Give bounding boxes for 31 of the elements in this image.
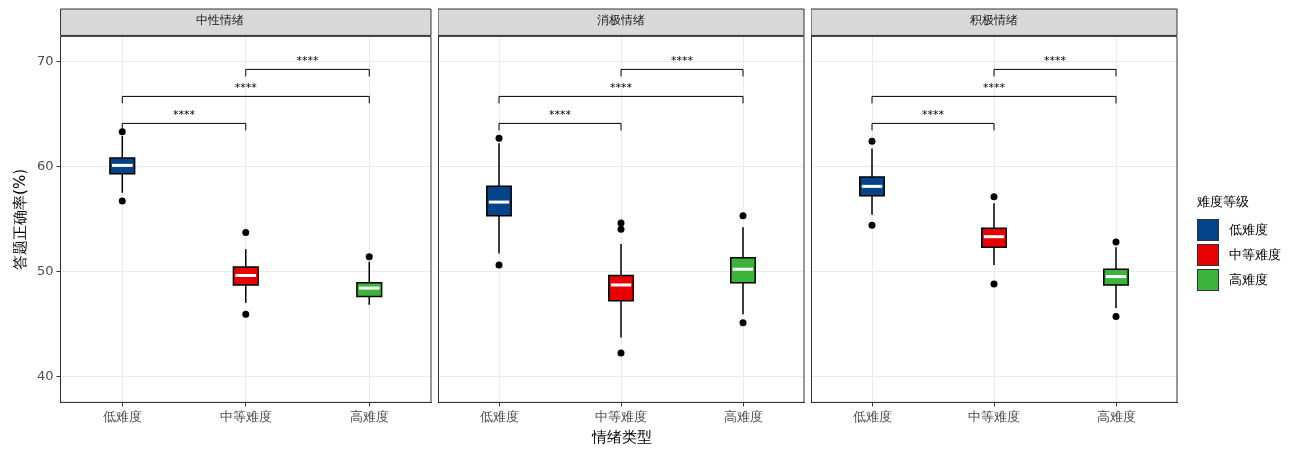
annotation: **** <box>173 107 196 121</box>
chart-title: 中性情绪 <box>195 13 244 28</box>
y-axis-title: 答题正确率(%) <box>10 168 29 270</box>
annotation: **** <box>983 80 1006 94</box>
chart-title: 消极情绪 <box>597 13 645 28</box>
legend-title: 难度等级 <box>1197 193 1250 211</box>
annotation: **** <box>549 107 572 121</box>
x-tick-label: 中等难度 <box>219 408 272 424</box>
legend-label: 中等难度 <box>1229 245 1281 264</box>
legend-label: 低难度 <box>1229 220 1268 239</box>
y-tick-label: 60 <box>37 157 54 173</box>
x-tick-label: 低难度 <box>102 408 142 424</box>
y-tick-label: 40 <box>37 367 54 383</box>
annotation: **** <box>296 53 320 67</box>
annotation: **** <box>671 53 694 67</box>
x-tick-label: 高难度 <box>723 408 763 424</box>
y-tick-label: 70 <box>37 52 54 68</box>
x-tick-label: 高难度 <box>349 408 389 424</box>
annotation: **** <box>1044 53 1067 67</box>
y-tick-label: 50 <box>37 262 54 278</box>
annotation: **** <box>234 80 258 94</box>
chart-title: 积极情绪 <box>970 13 1018 28</box>
x-tick-label: 高难度 <box>1096 408 1136 424</box>
annotation: **** <box>610 80 633 94</box>
x-tick-label: 中等难度 <box>595 408 647 424</box>
legend-label: 高难度 <box>1229 270 1268 289</box>
x-axis-title: 情绪类型 <box>590 428 653 447</box>
x-tick-label: 低难度 <box>852 408 892 424</box>
x-tick-label: 中等难度 <box>968 408 1020 424</box>
x-tick-label: 低难度 <box>479 408 519 424</box>
annotation: **** <box>922 107 945 121</box>
